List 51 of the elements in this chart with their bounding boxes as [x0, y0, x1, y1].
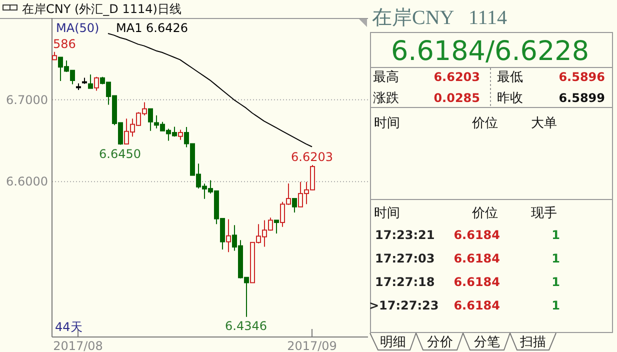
text: 6.6184: [454, 275, 500, 289]
annotation: MA(50): [56, 21, 100, 35]
text: 最高: [373, 69, 399, 85]
text: 扫描: [519, 335, 546, 350]
annotation: 586: [53, 37, 76, 51]
text: 现手: [531, 206, 557, 221]
chart-title: 在岸CNY (外汇_D 1114)日线: [22, 2, 182, 16]
text: >17:27:23: [369, 298, 439, 312]
text: 0.0285: [434, 91, 480, 105]
text: 昨收: [497, 91, 523, 106]
text: 1: [552, 298, 560, 312]
text: 6.6184/6.6228: [390, 36, 590, 67]
text: 时间: [374, 206, 400, 221]
candlestick: [178, 129, 183, 140]
y-tick-label: 6.6000: [6, 174, 48, 189]
text: 最低: [497, 70, 523, 85]
text: 时间: [374, 116, 400, 131]
text: 6.6184: [454, 252, 500, 266]
text: 6.5899: [558, 91, 605, 105]
candlestick: [88, 74, 93, 89]
annotation: 6.6450: [99, 146, 141, 161]
annotation: 44天: [55, 320, 82, 334]
candlestick: [292, 198, 297, 214]
text: 6.6184: [454, 298, 500, 312]
series-label: MA1 6.6426: [116, 21, 188, 35]
text: 分笔: [474, 335, 500, 350]
text: 分价: [427, 335, 453, 350]
text: 17:27:18: [375, 275, 435, 289]
text: 6.6184: [454, 228, 500, 242]
candlestick: [94, 76, 99, 92]
y-tick-label: 6.7000: [6, 92, 48, 107]
text: 价位: [471, 116, 498, 131]
text: 6.6203: [434, 70, 480, 84]
text: 6.5896: [558, 70, 605, 84]
line-series: [108, 33, 312, 148]
text: 价位: [471, 206, 498, 221]
candlestick: [226, 218, 231, 253]
text: 1: [552, 252, 560, 266]
text: 涨跌: [373, 91, 399, 106]
x-tick-label: 2017/09: [287, 339, 337, 352]
candlestick: [274, 220, 279, 234]
text: 17:23:21: [375, 228, 435, 242]
text: 17:27:03: [375, 252, 435, 266]
text: 在岸CNY 1114: [372, 7, 507, 29]
annotation: 6.6203: [291, 150, 333, 164]
text: 明细: [380, 335, 406, 350]
text: 1: [552, 275, 560, 289]
text: 1: [552, 228, 560, 242]
annotation: 6.4346: [225, 318, 267, 333]
text: 大单: [531, 116, 557, 131]
x-tick-label: 2017/08: [53, 339, 103, 352]
